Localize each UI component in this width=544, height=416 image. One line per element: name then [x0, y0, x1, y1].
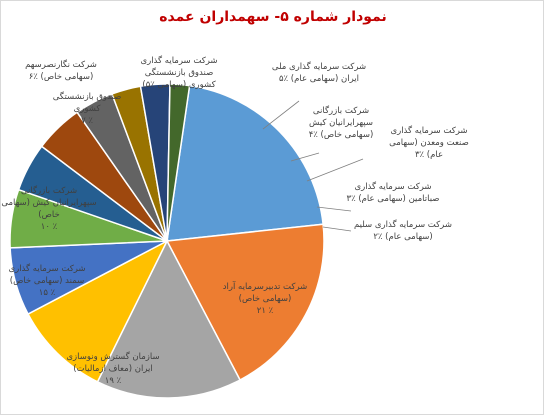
slice-label-9: شرکت بازرگانی سپهرایرانیان کیش (سهامی خاص)…	[309, 105, 374, 140]
leader-line-10	[306, 158, 364, 182]
pie-slice-3	[96, 239, 242, 399]
leader-line-8	[262, 100, 300, 130]
slice-label-6: شرکت نگارنصرسهم (سهامی خاص) ٪۶	[25, 59, 97, 82]
pie-slice-4	[27, 239, 169, 383]
chart-title: نمودار شماره ۵- سهمداران عمده	[159, 9, 387, 25]
slice-label-11: شرکت سرمایه گذاری صباتامین (سهامی عام) ٪۳	[347, 181, 440, 204]
slice-label-5: صندوق بازنشستگی کشوری ٪ ۷	[53, 91, 122, 126]
leader-line-11	[316, 206, 352, 212]
pie-slice-2	[165, 223, 325, 381]
slice-label-1: شرکت تدبیرسرمایه آراد (سهامی خاص) ٪ ۲۱	[223, 280, 308, 316]
pie-slice-1	[166, 84, 324, 242]
slice-label-7: شرکت سرمایه گذاری صندوق بازنشستگی کشوری (س…	[140, 55, 217, 90]
slice-label-3: شرکت سرمایه گذاری سمند (سهامی خاص) ٪ ۱۵	[8, 263, 85, 298]
slice-label-8: شرکت سرمایه گذاری ملی ایران (سهامی عام) ٪…	[272, 61, 366, 84]
leader-line-9	[290, 152, 320, 162]
leader-line-12	[322, 226, 352, 232]
slice-label-10: شرکت سرمایه گذاری صنعت ومعدن (سهامی عام) ٪…	[389, 125, 469, 160]
pie-slice-12	[166, 83, 191, 242]
slice-label-12: شرکت سرمایه گذاری سلیم (سهامی عام) ٪۲	[354, 219, 452, 242]
slice-label-2: سازمان گسترش ونوسازی ایران (معاف ازمالیات…	[66, 351, 159, 386]
slice-label-4: شرکت بازرگانی سپهرایرانیان کیش (سهامی خاص)…	[1, 185, 96, 232]
